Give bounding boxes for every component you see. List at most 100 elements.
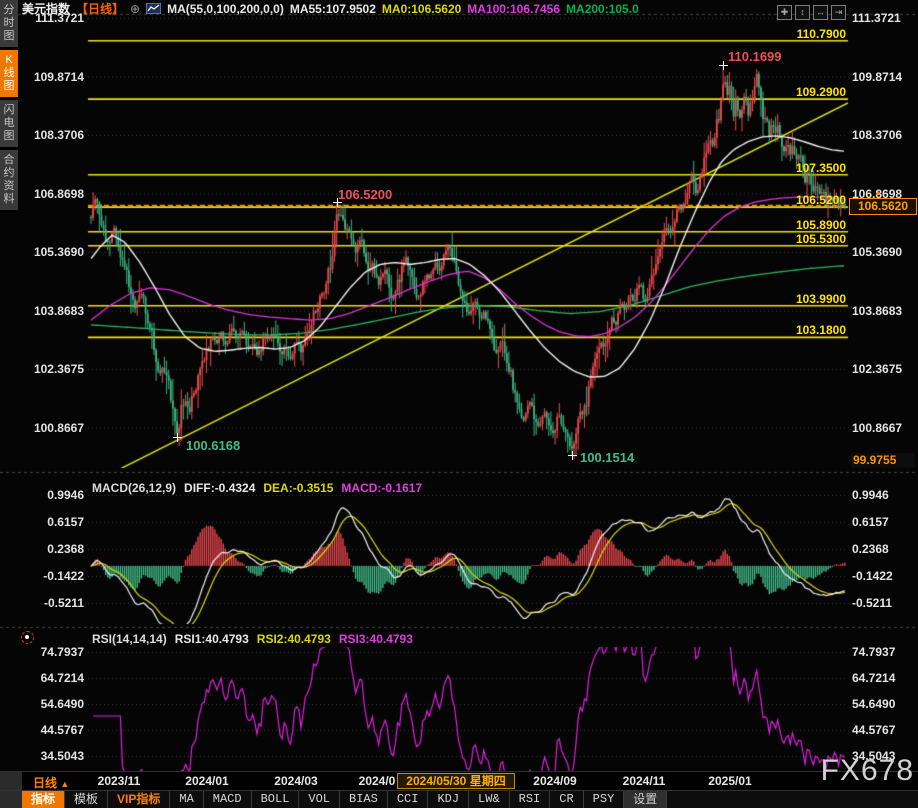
target-icon[interactable] — [21, 631, 34, 644]
bottom-tab-ma[interactable]: MA — [170, 791, 204, 808]
rsi-axis-label-right: 64.7214 — [852, 671, 896, 685]
y-axis-scale-icon[interactable]: ↕ — [795, 5, 810, 20]
y-axis-label-left: 100.8667 — [33, 420, 84, 435]
date-label: 2024/0 — [358, 774, 396, 788]
y-axis-label-left: 109.8714 — [33, 69, 84, 84]
shift-right-icon[interactable]: ⇥ — [831, 5, 846, 20]
bottom-tab-kdj[interactable]: KDJ — [428, 791, 470, 808]
rsi-axis-label-left: 54.6490 — [40, 697, 84, 711]
level-label-103.1800: 103.1800 — [795, 323, 846, 338]
date-label: 2025/01 — [708, 774, 752, 788]
period-selector[interactable]: 日线 ▲ — [33, 776, 70, 790]
macd-params-label: MACD(26,12,9) — [92, 481, 177, 495]
period-tag[interactable]: 【日线】 — [76, 2, 125, 16]
chart-type-icon[interactable] — [145, 2, 162, 16]
y-axis-label-right: 100.8667 — [852, 420, 903, 435]
y-axis-label-left: 103.8683 — [33, 303, 84, 318]
axis-low-price-badge: 99.9755 — [851, 453, 915, 468]
level-label-103.9900: 103.9900 — [795, 291, 846, 306]
macd-value-1: DEA:-0.3515 — [263, 481, 334, 495]
macd-axis-label-right: 0.9946 — [852, 488, 889, 502]
sidebar-tab-kline[interactable]: K线图 — [0, 50, 18, 97]
y-axis-label-left: 108.3706 — [33, 128, 84, 142]
rsi-header: RSI(14,14,14) RSI1:40.4793 RSI2:40.4793 RSI… — [92, 632, 429, 646]
bottom-tab-vol[interactable]: VOL — [299, 791, 341, 808]
ma-value-1: MA0:106.5620 — [381, 2, 462, 16]
y-axis-label-left: 105.3690 — [33, 245, 84, 259]
macd-axis-label-left: 0.2368 — [47, 542, 84, 556]
y-axis-label-right: 111.3721 — [852, 11, 901, 25]
rsi-axis-label-right: 74.7937 — [852, 645, 896, 659]
date-label: 2024/09 — [533, 774, 577, 788]
rsi-axis-label-left: 44.5767 — [40, 723, 84, 737]
macd-axis-label-right: -0.5211 — [852, 596, 893, 610]
crosshair-tool-icon[interactable]: ✚ — [777, 5, 792, 20]
sidebar-tab-flash-chart[interactable]: 闪电图 — [0, 100, 18, 147]
macd-axis-label-right: 0.6157 — [852, 515, 889, 529]
y-axis-label-right: 108.3706 — [852, 128, 903, 142]
ma-value-0: MA55:107.9502 — [289, 2, 376, 16]
price-up-arrow-icon: ▲ — [874, 187, 882, 197]
bottom-tab-bias[interactable]: BIAS — [340, 791, 388, 808]
bottom-tab-settings[interactable]: 设置 — [624, 791, 668, 808]
date-label: 2024/01 — [185, 774, 229, 788]
level-label-107.3500: 107.3500 — [795, 160, 846, 175]
y-axis-label-left: 111.3721 — [35, 11, 84, 25]
date-label: 2024/03 — [274, 774, 318, 788]
y-axis-label-right: 102.3675 — [852, 362, 903, 376]
rsi-params-label: RSI(14,14,14) — [92, 632, 167, 646]
level-label-110.7900: 110.7900 — [796, 26, 846, 41]
bottom-tab-cr[interactable]: CR — [550, 791, 584, 808]
rsi-value-0: RSI1:40.4793 — [174, 632, 249, 646]
price-annotation-2: 100.6168 — [186, 438, 241, 453]
macd-axis-label-right: -0.1422 — [852, 569, 893, 583]
x-axis-scale-icon[interactable]: ↔ — [813, 5, 828, 20]
level-label-105.8900: 105.8900 — [795, 217, 846, 232]
rsi-axis-label-left: 64.7214 — [40, 671, 84, 685]
macd-axis-label-left: -0.5211 — [43, 596, 84, 610]
current-price-badge: 106.5620 — [849, 197, 917, 215]
chart-window-icons: ✚ ↕ ↔ ⇥ — [774, 2, 846, 20]
bottom-tab-psy[interactable]: PSY — [584, 791, 625, 808]
macd-axis-label-left: 0.9946 — [47, 488, 84, 502]
price-annotation-1: 106.5200 — [338, 187, 393, 202]
bottom-tab-boll[interactable]: BOLL — [252, 791, 300, 808]
date-label: 2023/11 — [97, 774, 141, 788]
rsi-value-2: RSI3:40.4793 — [338, 632, 413, 646]
bottom-tab-macd[interactable]: MACD — [204, 791, 252, 808]
price-annotation-3: 100.1514 — [580, 450, 635, 465]
level-label-105.5300: 105.5300 — [795, 231, 846, 246]
compare-icon[interactable]: ⊕ — [130, 2, 141, 16]
y-axis-label-left: 106.8698 — [33, 186, 84, 201]
macd-axis-label-left: 0.6157 — [47, 515, 84, 529]
y-axis-label-right: 105.3690 — [852, 245, 903, 259]
macd-axis-label-left: -0.1422 — [43, 569, 84, 583]
y-axis-label-right: 106.8698 — [852, 186, 903, 201]
y-axis-label-left: 102.3675 — [33, 362, 84, 376]
y-axis-label-right: 103.8683 — [852, 303, 903, 318]
bottom-tab-template[interactable]: 模板 — [65, 791, 109, 808]
rsi-value-1: RSI2:40.4793 — [256, 632, 331, 646]
macd-value-0: DIFF:-0.4324 — [184, 481, 256, 495]
toolbar-spacer — [0, 791, 22, 808]
rsi-axis-label-right: 34.5043 — [852, 749, 896, 763]
bottom-tab-rsi[interactable]: RSI — [510, 791, 551, 808]
macd-axis-label-right: 0.2368 — [852, 542, 889, 556]
macd-value-2: MACD:-0.1617 — [341, 481, 423, 495]
ma-settings-label: MA(55,0,100,200,0,0) — [167, 2, 284, 16]
sidebar-tab-contract-info[interactable]: 合约资料 — [0, 150, 18, 210]
bottom-tab-cci[interactable]: CCI — [388, 791, 429, 808]
rsi-axis-label-right: 54.6490 — [852, 697, 896, 711]
bottom-tab-vip-indicator[interactable]: VIP指标 — [108, 791, 171, 808]
highlighted-date: 2024/05/30 星期四 — [397, 773, 515, 789]
date-axis: 日线 ▲ 2024/05/30 星期四 2023/11 2024/01 2024/0… — [0, 771, 918, 808]
level-label-106.5200: 106.5200 — [795, 193, 846, 208]
sidebar-tab-time-chart[interactable]: 分时图 — [0, 0, 18, 47]
instrument-title: 美元指数 — [22, 2, 71, 16]
bottom-tab-lwr[interactable]: LW& — [469, 791, 510, 808]
ma-value-3: MA200:105.0 — [566, 2, 639, 16]
chart-header: 美元指数 【日线】 ⊕ MA(55,0,100,200,0,0) MA55:107.95… — [22, 0, 782, 16]
bottom-tab-indicator[interactable]: 指标 — [22, 791, 66, 808]
